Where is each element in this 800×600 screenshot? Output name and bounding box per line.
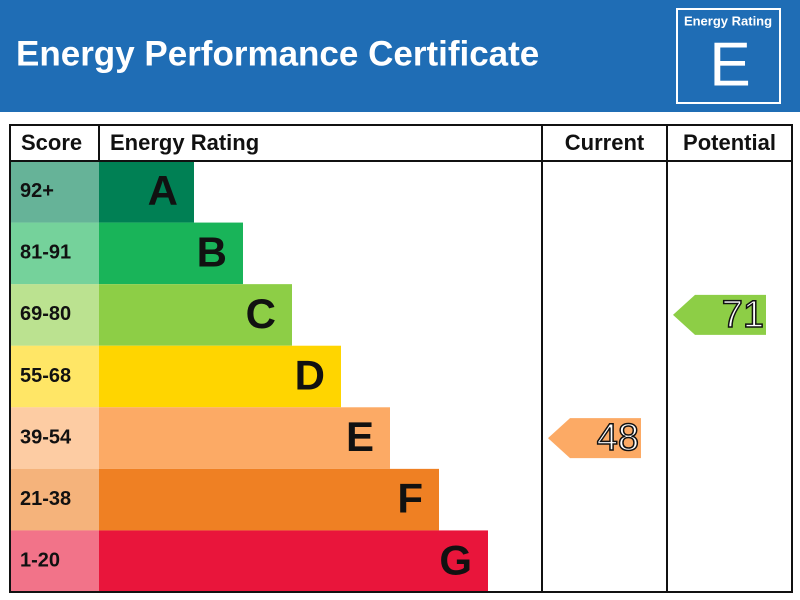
- column-header: Energy Rating: [110, 130, 259, 155]
- potential-value: 71: [722, 294, 764, 336]
- score-cell: [10, 222, 99, 285]
- score-cell: [10, 407, 99, 469]
- score-label: 92+: [20, 180, 54, 202]
- rating-letter: E: [346, 413, 374, 460]
- rating-bar: [99, 345, 341, 408]
- header-bar: [0, 0, 800, 112]
- badge: [676, 8, 781, 104]
- column-header: Score: [21, 130, 82, 155]
- rating-letter: A: [148, 167, 178, 214]
- rating-letter: F: [397, 475, 423, 522]
- score-cell: [10, 468, 99, 531]
- score-label: 1-20: [20, 549, 60, 571]
- current-value: 48: [597, 417, 639, 459]
- rating-bar: [99, 284, 292, 346]
- score-cell: [10, 284, 99, 346]
- score-cell: [10, 161, 99, 223]
- score-label: 21-38: [20, 488, 71, 510]
- score-cell: [10, 345, 99, 408]
- rating-letter: G: [439, 536, 472, 583]
- score-cell: [10, 530, 99, 592]
- rating-bar: [99, 161, 194, 223]
- rating-letter: D: [295, 352, 325, 399]
- current-arrow: [548, 418, 641, 459]
- rating-bar: [99, 407, 390, 469]
- rating-bar: [99, 530, 488, 592]
- rating-bar: [99, 222, 243, 285]
- rating-bar: [99, 468, 439, 531]
- rating-letter: C: [246, 290, 276, 337]
- header-title: Energy Performance Certificate: [16, 34, 539, 73]
- column-header: Potential: [683, 130, 776, 155]
- score-label: 81-91: [20, 242, 71, 264]
- badge-label: Energy Rating: [684, 13, 772, 28]
- rating-letter: B: [197, 228, 227, 275]
- potential-arrow: [673, 294, 766, 335]
- score-label: 69-80: [20, 303, 71, 325]
- score-label: 39-54: [20, 426, 72, 448]
- score-label: 55-68: [20, 365, 71, 387]
- column-header: Current: [565, 130, 645, 155]
- badge-rating: E: [709, 30, 750, 99]
- table-border: [9, 124, 793, 593]
